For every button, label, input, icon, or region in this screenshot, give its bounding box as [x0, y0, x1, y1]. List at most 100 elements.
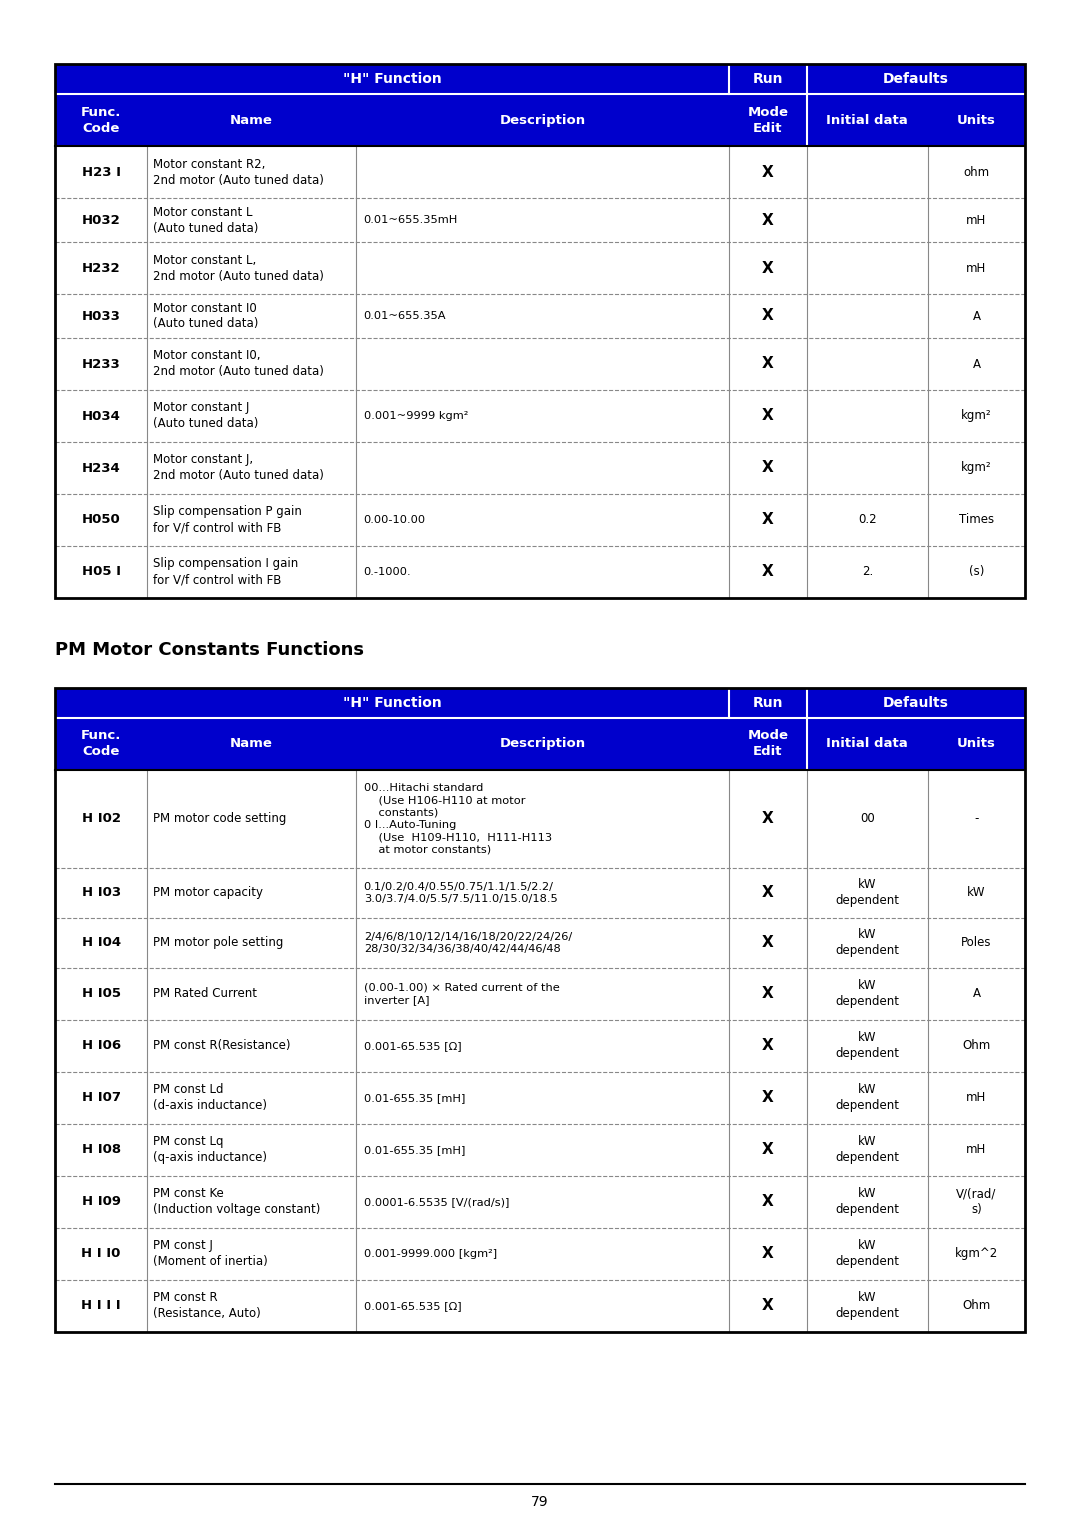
Text: X: X [762, 565, 774, 580]
Text: 0.0001-6.5535 [V/(rad/s)]: 0.0001-6.5535 [V/(rad/s)] [364, 1196, 509, 1207]
Bar [55, 1019, 1025, 1071]
Text: PM motor pole setting: PM motor pole setting [153, 937, 284, 949]
Text: H050: H050 [82, 514, 121, 526]
Text: Func.
Code: Func. Code [81, 729, 121, 758]
Text: H I06: H I06 [81, 1039, 121, 1053]
Text: X: X [762, 935, 774, 951]
Text: H I I I: H I I I [81, 1300, 121, 1312]
Text: X: X [762, 885, 774, 900]
Text: PM motor capacity: PM motor capacity [153, 887, 264, 899]
Text: Name: Name [230, 737, 273, 751]
Bar [55, 688, 729, 719]
Bar [729, 688, 807, 719]
Text: Description: Description [499, 737, 585, 751]
Text: X: X [762, 1299, 774, 1314]
Text: PM Rated Current: PM Rated Current [153, 987, 257, 1001]
Bar [55, 1228, 1025, 1280]
Text: H233: H233 [82, 357, 121, 371]
Bar [729, 719, 807, 771]
Bar [928, 95, 1025, 146]
Text: PM const Lq
(q-axis inductance): PM const Lq (q-axis inductance) [153, 1135, 267, 1164]
Bar [55, 64, 1025, 598]
Text: X: X [762, 1143, 774, 1158]
Bar [55, 919, 1025, 967]
Text: Slip compensation P gain
for V/f control with FB: Slip compensation P gain for V/f control… [153, 505, 302, 534]
Text: Mode
Edit: Mode Edit [747, 729, 788, 758]
Text: Func.
Code: Func. Code [81, 105, 121, 134]
Text: (s): (s) [969, 566, 984, 578]
Text: kW
dependent: kW dependent [835, 1239, 900, 1268]
Bar [55, 1280, 1025, 1332]
Text: kW
dependent: kW dependent [835, 980, 900, 1009]
Text: X: X [762, 1039, 774, 1053]
Text: PM const R
(Resistance, Auto): PM const R (Resistance, Auto) [153, 1291, 261, 1320]
Bar [807, 719, 928, 771]
Bar [55, 64, 729, 95]
Text: "H" Function: "H" Function [342, 72, 442, 85]
Text: PM const R(Resistance): PM const R(Resistance) [153, 1039, 291, 1053]
Text: 0.01-655.35 [mH]: 0.01-655.35 [mH] [364, 1093, 465, 1103]
Text: PM const J
(Moment of inertia): PM const J (Moment of inertia) [153, 1239, 268, 1268]
Text: H I03: H I03 [81, 887, 121, 899]
Text: X: X [762, 1247, 774, 1262]
Bar [355, 95, 729, 146]
Text: H I04: H I04 [81, 937, 121, 949]
Text: X: X [762, 812, 774, 827]
Text: 0.001~9999 kgm²: 0.001~9999 kgm² [364, 410, 468, 421]
Text: Motor constant J,
2nd motor (Auto tuned data): Motor constant J, 2nd motor (Auto tuned … [153, 453, 324, 482]
Text: mH: mH [967, 1091, 987, 1105]
Text: 0.01~655.35A: 0.01~655.35A [364, 311, 446, 320]
Text: kW
dependent: kW dependent [835, 879, 900, 908]
Text: kW
dependent: kW dependent [835, 1083, 900, 1112]
Text: Motor constant J
(Auto tuned data): Motor constant J (Auto tuned data) [153, 401, 258, 430]
Text: 0.00-10.00: 0.00-10.00 [364, 514, 426, 525]
Text: kW
dependent: kW dependent [835, 1187, 900, 1216]
Bar [55, 967, 1025, 1019]
Text: kW
dependent: kW dependent [835, 1291, 900, 1320]
Bar [729, 95, 807, 146]
Text: 0.001-65.535 [Ω]: 0.001-65.535 [Ω] [364, 1041, 461, 1051]
Text: X: X [762, 461, 774, 476]
Text: H034: H034 [82, 409, 121, 423]
Text: 0.2: 0.2 [859, 514, 877, 526]
Bar [807, 688, 1025, 719]
Text: H05 I: H05 I [82, 566, 121, 578]
Bar [55, 771, 1025, 868]
Text: Motor constant I0,
2nd motor (Auto tuned data): Motor constant I0, 2nd motor (Auto tuned… [153, 349, 324, 378]
Text: Defaults: Defaults [883, 72, 949, 85]
Text: X: X [762, 357, 774, 371]
Text: mH: mH [967, 261, 987, 275]
Text: Name: Name [230, 113, 273, 127]
Text: Motor constant I0
(Auto tuned data): Motor constant I0 (Auto tuned data) [153, 302, 258, 331]
Text: H033: H033 [82, 310, 121, 322]
Bar [55, 719, 147, 771]
Text: Defaults: Defaults [883, 696, 949, 710]
Text: kW: kW [968, 887, 986, 899]
Bar [55, 1125, 1025, 1177]
Text: 2/4/6/8/10/12/14/16/18/20/22/24/26/
28/30/32/34/36/38/40/42/44/46/48: 2/4/6/8/10/12/14/16/18/20/22/24/26/ 28/3… [364, 932, 572, 954]
Text: 2.: 2. [862, 566, 873, 578]
Text: Ohm: Ohm [962, 1039, 990, 1053]
Text: Units: Units [957, 113, 996, 127]
Text: 0.001-65.535 [Ω]: 0.001-65.535 [Ω] [364, 1302, 461, 1311]
Text: X: X [762, 212, 774, 227]
Bar [55, 95, 147, 146]
Text: Poles: Poles [961, 937, 991, 949]
Text: H234: H234 [82, 461, 121, 475]
Bar [147, 95, 355, 146]
Bar [55, 494, 1025, 546]
Text: 00...Hitachi standard
    (Use H106-H110 at motor
    constants)
0 I...Auto-Tuni: 00...Hitachi standard (Use H106-H110 at … [364, 783, 552, 855]
Text: X: X [762, 1091, 774, 1105]
Text: Initial data: Initial data [826, 737, 908, 751]
Text: Times: Times [959, 514, 994, 526]
Bar [807, 95, 928, 146]
Text: X: X [762, 1195, 774, 1210]
Text: 0.01-655.35 [mH]: 0.01-655.35 [mH] [364, 1144, 465, 1155]
Bar [55, 198, 1025, 243]
Bar [55, 1177, 1025, 1228]
Bar [355, 719, 729, 771]
Text: A: A [972, 310, 981, 322]
Text: H I I0: H I I0 [81, 1247, 121, 1260]
Text: Units: Units [957, 737, 996, 751]
Text: A: A [972, 987, 981, 1001]
